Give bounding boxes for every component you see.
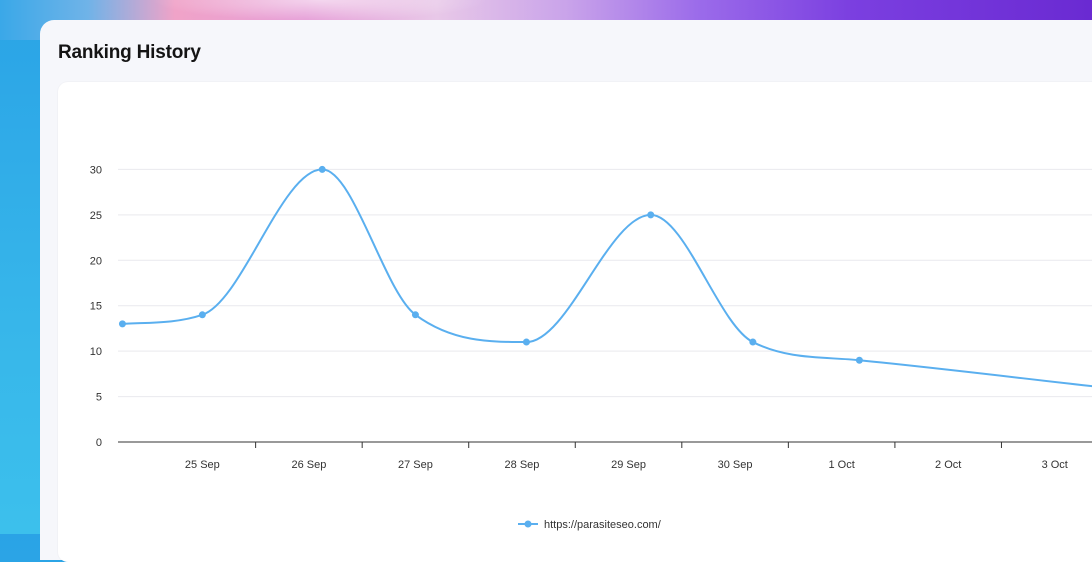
y-tick-label: 0 — [96, 437, 102, 449]
page-title: Ranking History — [58, 42, 201, 63]
data-point — [411, 311, 419, 319]
legend-label: https://parasiteseo.com/ — [544, 519, 662, 531]
y-tick-label: 30 — [90, 164, 102, 176]
y-tick-label: 10 — [90, 346, 102, 358]
y-tick-label: 20 — [90, 255, 102, 267]
data-point — [647, 211, 655, 219]
x-tick-label: 25 Sep — [185, 459, 220, 471]
chart-card: 0 5 10 15 20 25 30 25 Sep 26 Sep 27 Sep 28 Sep 29 S… — [58, 82, 1092, 562]
data-point — [855, 356, 863, 364]
data-point — [318, 165, 326, 173]
x-tick-label: 26 Sep — [291, 459, 326, 471]
legend-marker — [524, 520, 532, 528]
data-point — [522, 338, 530, 346]
x-tick-label: 28 Sep — [505, 459, 540, 471]
ranking-chart: 0 5 10 15 20 25 30 25 Sep 26 Sep 27 Sep 28 Sep 29 S… — [90, 164, 1092, 531]
data-point — [198, 311, 206, 319]
y-tick-label: 15 — [90, 301, 102, 313]
x-tick-label: 2 Oct — [935, 459, 961, 471]
ranking-history-panel: Ranking History 0 5 10 15 20 25 30 25 Sep 26 Sep… — [40, 20, 1092, 562]
x-tick-label: 3 Oct — [1042, 459, 1068, 471]
data-point — [118, 320, 126, 328]
data-point — [749, 338, 757, 346]
x-tick-label: 1 Oct — [828, 459, 854, 471]
x-tick-label: 29 Sep — [611, 459, 646, 471]
series-line — [122, 168, 1092, 388]
x-tick-label: 27 Sep — [398, 459, 433, 471]
y-tick-label: 5 — [96, 392, 102, 404]
x-tick-label: 30 Sep — [718, 459, 753, 471]
y-tick-label: 25 — [90, 210, 102, 222]
